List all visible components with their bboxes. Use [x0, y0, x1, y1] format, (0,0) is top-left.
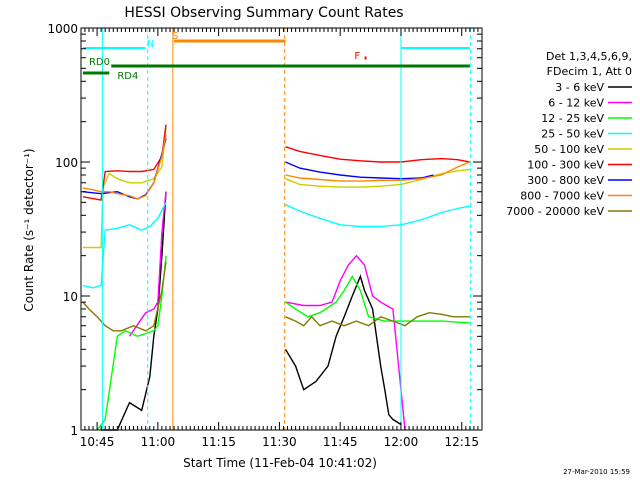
y-tick-label-4: 1000: [47, 22, 78, 36]
chart-title: HESSI Observing Summary Count Rates: [124, 5, 403, 21]
x-tick-label-2: 11:00: [141, 435, 176, 449]
legend-header-line-1: Det 1,3,4,5,6,9,: [546, 50, 632, 63]
x-tick-label-1: 10:45: [80, 435, 115, 449]
status-label-rd0: RD0: [89, 57, 110, 68]
x-axis: 10:45 11:00 11:15 11:30 11:45 12:00 12:15: [80, 28, 483, 449]
y-tick-label-2: 10: [63, 290, 78, 304]
series-line-5-seg-1: [82, 127, 167, 249]
series-line-2-seg-2: [285, 254, 406, 431]
status-label-f: F: [354, 51, 360, 62]
series-line-4-seg-1: [82, 201, 167, 289]
series-line-6-seg-2: [285, 146, 470, 163]
series-line-3-seg-2: [285, 274, 470, 324]
legend-label-2: 6 - 12 keV: [548, 97, 604, 110]
footer-timestamp: 27-Mar-2010 15:59: [563, 468, 630, 476]
series-line-2-seg-1: [128, 191, 167, 337]
series-line-1-seg-2: [284, 274, 402, 426]
series-layer: [82, 124, 471, 431]
y-tick-label-1: 1: [70, 424, 78, 438]
legend-header-line-2: FDecim 1, Att 0: [547, 65, 632, 78]
series-line-4-seg-2: [285, 204, 470, 228]
legend: Det 1,3,4,5,6,9, FDecim 1, Att 0 3 - 6 k…: [506, 50, 632, 218]
legend-label-7: 300 - 800 keV: [527, 174, 604, 187]
x-axis-label: Start Time (11-Feb-04 10:41:02): [183, 456, 377, 470]
legend-label-3: 12 - 25 keV: [541, 112, 604, 125]
series-line-9-seg-1: [82, 261, 167, 332]
x-tick-label-7: 12:15: [444, 435, 479, 449]
y-axis: 1 10 100 1000: [47, 22, 482, 438]
series-line-8-seg-1: [82, 134, 167, 200]
series-line-7-seg-2: [285, 161, 434, 180]
series-line-1-seg-1: [101, 191, 167, 431]
x-tick-label-4: 11:30: [262, 435, 297, 449]
y-axis-label: Count Rate (s⁻¹ detector⁻¹): [22, 148, 36, 311]
status-label-n: N: [147, 39, 154, 50]
status-label-rd4: RD4: [117, 71, 138, 82]
overlay-layer: RD0 RD4 S N F: [82, 28, 472, 430]
status-label-s: S: [172, 31, 178, 42]
y-tick-label-3: 100: [55, 156, 78, 170]
series-line-3-seg-1: [96, 255, 167, 431]
x-tick-label-6: 12:00: [384, 435, 419, 449]
legend-label-1: 3 - 6 keV: [555, 81, 604, 94]
legend-label-8: 800 - 7000 keV: [520, 190, 604, 203]
legend-label-9: 7000 - 20000 keV: [506, 205, 604, 218]
series-line-9-seg-2: [285, 311, 470, 327]
legend-label-4: 25 - 50 keV: [541, 128, 604, 141]
series-line-6-seg-1: [82, 124, 167, 201]
legend-label-6: 100 - 300 keV: [527, 159, 604, 172]
plot-frame: [80, 27, 483, 431]
x-tick-label-3: 11:15: [201, 435, 236, 449]
legend-label-5: 50 - 100 keV: [534, 143, 604, 156]
x-tick-label-5: 11:45: [323, 435, 358, 449]
series-line-8-seg-2: [285, 161, 471, 182]
